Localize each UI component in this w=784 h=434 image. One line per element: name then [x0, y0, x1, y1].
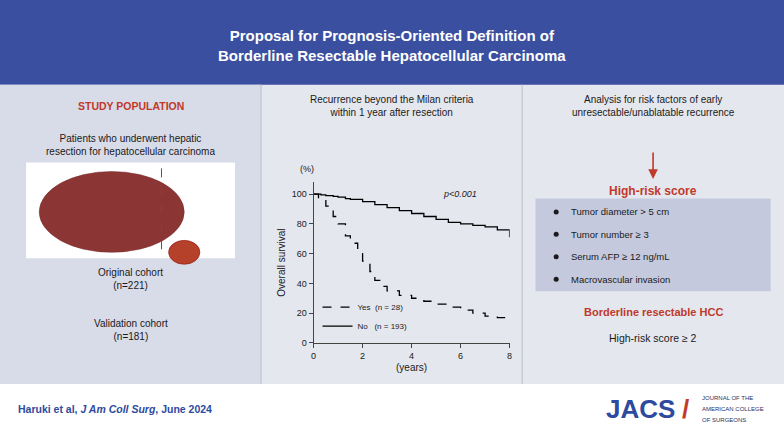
svg-text:Tumor number ≥ 3: Tumor number ≥ 3 — [571, 229, 649, 240]
svg-text:Overall survival: Overall survival — [276, 228, 287, 296]
svg-text:Validation cohort(n=181): Validation cohort(n=181) — [94, 318, 168, 342]
svg-text:Macrovascular invasion: Macrovascular invasion — [571, 274, 670, 285]
svg-text:Serum AFP ≥ 12 ng/mL: Serum AFP ≥ 12 ng/mL — [571, 251, 670, 262]
svg-text:JOURNAL OF THE: JOURNAL OF THE — [702, 395, 753, 401]
svg-text:20: 20 — [297, 308, 307, 318]
svg-text:2: 2 — [360, 351, 365, 361]
svg-text:8: 8 — [507, 351, 512, 361]
svg-text:AMERICAN COLLEGE: AMERICAN COLLEGE — [702, 406, 764, 412]
svg-text:p<0.001: p<0.001 — [443, 189, 477, 199]
svg-text:Proposal for Prognosis-Oriente: Proposal for Prognosis-Oriented Definiti… — [218, 27, 566, 64]
svg-text:No (n = 193): No (n = 193) — [358, 322, 407, 331]
svg-text:Haruki et al, J Am Coll Surg,: Haruki et al, J Am Coll Surg, June 2024 — [18, 403, 212, 415]
svg-text:Original cohort(n=221): Original cohort(n=221) — [98, 267, 163, 291]
svg-text:Recurrence beyond the Milan cr: Recurrence beyond the Milan criteriawith… — [310, 94, 474, 118]
svg-text:OF SURGEONS: OF SURGEONS — [702, 417, 746, 423]
svg-text:Tumor diameter > 5 cm: Tumor diameter > 5 cm — [571, 206, 669, 217]
svg-text:60: 60 — [297, 249, 307, 259]
svg-text:(years): (years) — [396, 362, 427, 373]
svg-text:STUDY POPULATION: STUDY POPULATION — [78, 100, 184, 112]
svg-text:4: 4 — [409, 351, 414, 361]
svg-text:(%): (%) — [300, 164, 314, 174]
svg-text:40: 40 — [297, 279, 307, 289]
svg-text:100: 100 — [292, 189, 307, 199]
svg-text:Yes (n = 28): Yes (n = 28) — [358, 303, 404, 312]
svg-text:Patients who underwent hepatic: Patients who underwent hepaticresection … — [46, 133, 215, 157]
svg-text:0: 0 — [311, 351, 316, 361]
svg-text:80: 80 — [297, 219, 307, 229]
svg-text:Analysis for risk factors of e: Analysis for risk factors of earlyunrese… — [572, 94, 735, 118]
svg-text:High-risk score ≥ 2: High-risk score ≥ 2 — [609, 332, 697, 344]
svg-text:JACS: JACS — [606, 394, 675, 424]
svg-text:/: / — [682, 394, 689, 424]
svg-text:0: 0 — [302, 338, 307, 348]
svg-text:6: 6 — [458, 351, 463, 361]
svg-text:High-risk score: High-risk score — [609, 184, 697, 198]
svg-text:Borderline resectable HCC: Borderline resectable HCC — [584, 306, 723, 318]
